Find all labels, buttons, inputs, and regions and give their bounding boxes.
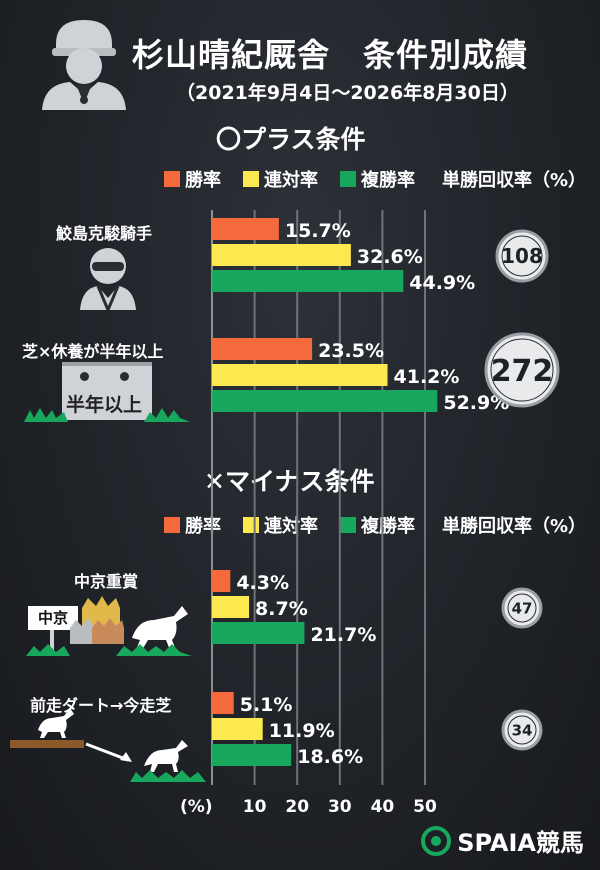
- brand-logo-text: SPAIA競馬: [457, 829, 584, 857]
- grass-icon: [24, 408, 190, 422]
- resting-board: 半年以上: [62, 362, 152, 420]
- legend-swatch-place: [340, 171, 356, 187]
- data-label: 32.6%: [357, 246, 423, 268]
- bar-place: [212, 390, 438, 412]
- legend-place: 複勝率: [340, 512, 415, 538]
- data-label: 52.9%: [443, 392, 509, 414]
- bar-win: [212, 338, 313, 360]
- return-rate-badge: [484, 332, 560, 408]
- legend-swatch-win: [164, 171, 180, 187]
- legend-quinella: 連対率: [243, 166, 318, 192]
- return-rate-value: 47: [512, 599, 533, 617]
- return-rate-badge-ring: [507, 593, 537, 623]
- bar-quinella: [212, 596, 250, 618]
- condition-label: 鮫島克駿騎手: [56, 224, 153, 243]
- condition-label: 芝×休養が半年以上: [22, 342, 164, 361]
- return-rate-badge: [495, 229, 549, 283]
- data-label: 4.3%: [236, 572, 289, 594]
- data-label: 8.7%: [255, 598, 308, 620]
- x-tick-label: 10: [243, 797, 267, 817]
- return-rate-badge: [501, 709, 543, 751]
- legend-swatch-place: [340, 517, 356, 533]
- data-label: 41.2%: [394, 366, 460, 388]
- condition-label: 前走ダート→今走芝: [30, 696, 172, 715]
- bar-place: [212, 622, 305, 644]
- brand-logo: SPAIA競馬: [421, 823, 584, 858]
- board-dot: [80, 372, 89, 381]
- condition-label: 中京重賞: [74, 572, 139, 591]
- legend-win: 勝率: [164, 166, 221, 192]
- bar-win: [212, 570, 231, 592]
- x-unit-label: (%): [180, 797, 213, 817]
- spaia-logo-icon: [421, 825, 452, 856]
- return-rate-badge-ring: [501, 235, 543, 277]
- return-rate-badge-ring: [507, 715, 537, 745]
- legend-plus: 勝率 連対率 複勝率: [164, 166, 437, 192]
- data-label: 44.9%: [409, 272, 475, 294]
- section-minus-title: ✕マイナス条件: [204, 467, 375, 496]
- x-tick-label: 40: [371, 797, 395, 817]
- trainer-avatar-icon: [42, 20, 126, 110]
- board-text: 半年以上: [66, 394, 143, 416]
- bar-quinella: [212, 718, 263, 740]
- x-tick-label: 30: [328, 797, 352, 817]
- bar-win: [212, 692, 234, 714]
- data-label: 21.7%: [310, 624, 376, 646]
- dirt-to-turf-icon: [10, 708, 206, 782]
- bar-win: [212, 218, 279, 240]
- data-label: 18.6%: [297, 746, 363, 768]
- return-rate-value: 34: [512, 721, 533, 739]
- chukyo-sign: 中京: [28, 606, 78, 630]
- return-rate-header-plus: 単勝回収率（%）: [442, 170, 587, 191]
- board-dot: [120, 372, 129, 381]
- date-range: （2021年9月4日～2026年8月30日）: [176, 82, 519, 104]
- return-rate-badge-ring: [490, 338, 554, 402]
- data-label: 23.5%: [318, 340, 384, 362]
- legend-swatch-quinella: [243, 171, 259, 187]
- legend-swatch-win: [164, 517, 180, 533]
- bar-quinella: [212, 364, 388, 386]
- bar-place: [212, 270, 404, 292]
- legend-place: 複勝率: [340, 166, 415, 192]
- bar-place: [212, 744, 292, 766]
- return-rate-value: 108: [501, 244, 543, 268]
- data-label: 11.9%: [269, 720, 335, 742]
- data-label: 15.7%: [285, 220, 351, 242]
- return-rate-header-minus: 単勝回収率（%）: [442, 516, 587, 537]
- return-rate-value: 272: [491, 354, 554, 389]
- x-tick-label: 50: [413, 797, 437, 817]
- grade-race-icon: [26, 596, 192, 656]
- jockey-icon: [80, 248, 136, 310]
- page-title: 杉山晴紀厩舎 条件別成績: [132, 36, 529, 74]
- x-tick-label: 20: [285, 797, 309, 817]
- data-label: 5.1%: [240, 694, 293, 716]
- bar-quinella: [212, 244, 351, 266]
- return-rate-badge: [501, 587, 543, 629]
- section-plus-title: 〇プラス条件: [216, 125, 366, 154]
